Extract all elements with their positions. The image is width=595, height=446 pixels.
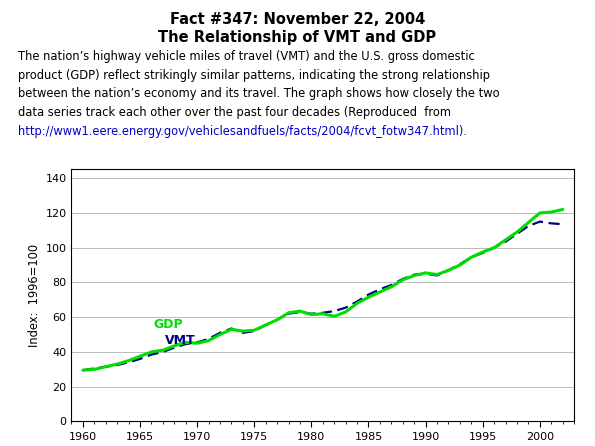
Text: The Relationship of VMT and GDP: The Relationship of VMT and GDP	[158, 30, 437, 45]
Text: GDP: GDP	[154, 318, 183, 331]
Text: data series track each other over the past four decades (Reproduced  from: data series track each other over the pa…	[18, 106, 451, 119]
Text: VMT: VMT	[165, 334, 196, 347]
Y-axis label: Index:  1996=100: Index: 1996=100	[28, 244, 41, 347]
Text: The nation’s highway vehicle miles of travel (VMT) and the U.S. gross domestic: The nation’s highway vehicle miles of tr…	[18, 50, 475, 63]
Text: between the nation’s economy and its travel. The graph shows how closely the two: between the nation’s economy and its tra…	[18, 87, 499, 100]
Text: http://www1.eere.energy.gov/vehiclesandfuels/facts/2004/fcvt_fotw347.html).: http://www1.eere.energy.gov/vehiclesandf…	[18, 125, 467, 138]
Text: product (GDP) reflect strikingly similar patterns, indicating the strong relatio: product (GDP) reflect strikingly similar…	[18, 69, 490, 82]
Text: Fact #347: November 22, 2004: Fact #347: November 22, 2004	[170, 12, 425, 28]
